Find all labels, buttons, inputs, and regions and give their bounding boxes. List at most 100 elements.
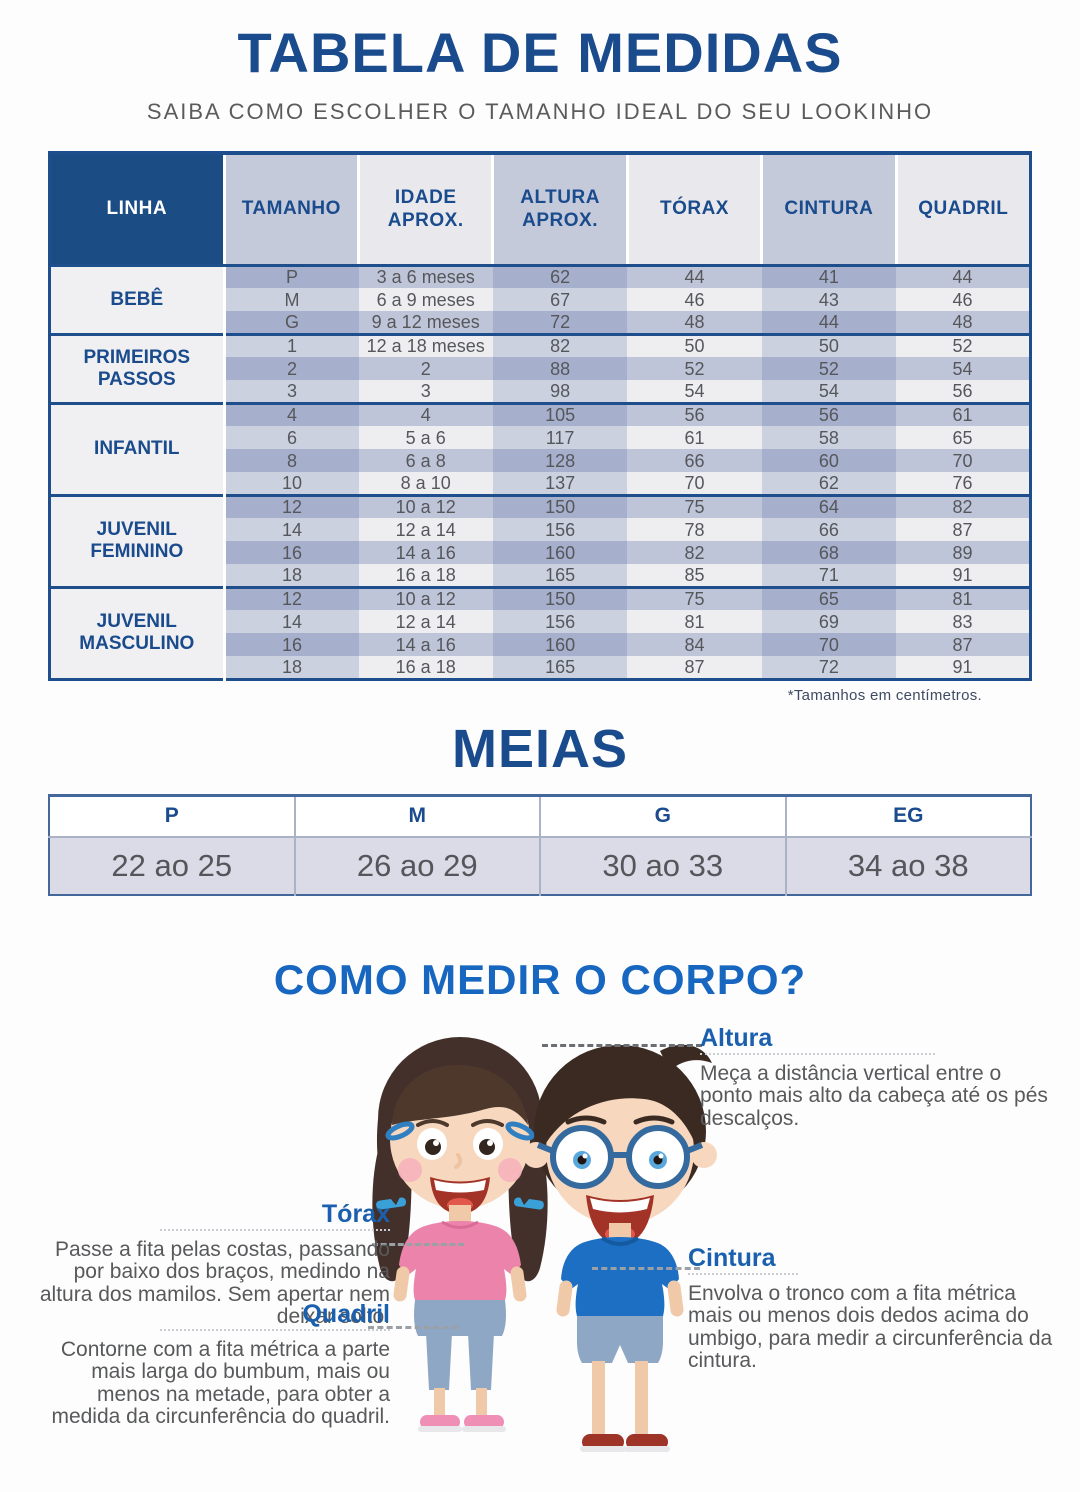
col-header-cintura: CINTURA xyxy=(760,153,897,267)
size-cell: 12 a 14 xyxy=(358,518,493,541)
girl-illustration xyxy=(372,1037,548,1432)
table-row: 16 14 a 16 160 84 70 87 xyxy=(50,633,1031,656)
table-row: 22 ao 25 26 ao 29 30 ao 33 34 ao 38 xyxy=(49,837,1031,895)
size-cell: 46 xyxy=(627,288,762,311)
size-cell: 52 xyxy=(761,357,897,380)
size-cell: 98 xyxy=(492,380,628,403)
size-cell: 66 xyxy=(761,518,897,541)
meias-table: P M G EG 22 ao 25 26 ao 29 30 ao 33 34 a… xyxy=(48,793,1032,896)
size-cell: 65 xyxy=(761,585,897,610)
size-cell: 14 xyxy=(224,610,359,633)
col-header-tamanho: TAMANHO xyxy=(222,153,359,267)
size-cell: 16 xyxy=(224,541,359,564)
size-table: LINHA TAMANHO IDADE APROX. ALTURA APROX.… xyxy=(48,151,1032,681)
measurement-figure: Altura Meça a distância vertical entre o… xyxy=(0,1008,1080,1492)
altura-label: Altura xyxy=(700,1024,773,1052)
quadril-dash-line xyxy=(368,1326,458,1329)
size-cell: 88 xyxy=(492,357,628,380)
size-cell: 70 xyxy=(761,633,897,656)
table-row: 8 6 a 8 128 66 60 70 xyxy=(50,449,1031,472)
size-cell: 14 a 16 xyxy=(358,633,493,656)
size-cell: 71 xyxy=(761,564,897,587)
size-cell: 6 xyxy=(224,426,359,449)
size-cell: 78 xyxy=(627,518,762,541)
torax-label: Tórax xyxy=(321,1200,390,1228)
meias-col-p: P xyxy=(49,795,295,838)
table-row: JUVENIL FEMININO 12 10 a 12 150 75 64 82 xyxy=(49,493,1031,587)
size-cell: 84 xyxy=(627,633,762,656)
size-cell: 83 xyxy=(896,610,1031,633)
meias-col-g: G xyxy=(539,795,786,838)
torax-label-underline xyxy=(160,1229,390,1231)
size-cell: 52 xyxy=(627,357,762,380)
meias-header: P M G EG xyxy=(49,795,1031,838)
table-row: 2 2 88 52 52 54 xyxy=(50,357,1031,380)
size-cell: 10 xyxy=(224,472,359,495)
page-subtitle: SAIBA COMO ESCOLHER O TAMANHO IDEAL DO S… xyxy=(146,99,934,124)
size-cell: 3 xyxy=(224,380,359,403)
size-cell: 44 xyxy=(627,265,762,288)
size-cell: 14 a 16 xyxy=(358,541,493,564)
size-cell: 156 xyxy=(492,610,628,633)
size-cell: 70 xyxy=(627,472,762,495)
size-cell: 12 a 18 meses xyxy=(358,332,493,357)
size-cell: 8 xyxy=(224,449,359,472)
cintura-label-underline xyxy=(688,1273,798,1275)
size-cell: 61 xyxy=(896,401,1031,426)
size-cell: 68 xyxy=(761,541,897,564)
size-cell: 61 xyxy=(627,426,762,449)
table-row: JUVENIL MASCULINO 12 10 a 12 150 75 65 8… xyxy=(49,585,1031,679)
table-row: 14 12 a 14 156 81 69 83 xyxy=(50,610,1031,633)
table-row: 16 14 a 16 160 82 68 89 xyxy=(50,541,1031,564)
size-cell: 6 a 9 meses xyxy=(358,288,493,311)
meias-value: 30 ao 33 xyxy=(539,837,786,895)
page-title: TABELA DE MEDIDAS xyxy=(237,21,843,84)
size-cell: 81 xyxy=(627,610,762,633)
col-header-quadril: QUADRIL xyxy=(894,153,1031,267)
size-cell: 56 xyxy=(627,401,762,426)
cintura-text: Envolva o tronco com a fita métrica mais… xyxy=(688,1282,1053,1373)
size-cell: 8 a 10 xyxy=(358,472,493,495)
size-cell: 165 xyxy=(492,564,628,587)
size-cell: 91 xyxy=(896,656,1031,679)
size-cell: 76 xyxy=(896,472,1031,495)
table-row: PRIMEIROS PASSOS 1 12 a 18 meses 82 50 5… xyxy=(49,332,1031,403)
size-cell: 52 xyxy=(896,332,1031,357)
boy-illustration xyxy=(523,1044,717,1452)
measure-quadril: Quadril Contorne com a fita métrica a pa… xyxy=(30,1300,390,1429)
size-cell: 46 xyxy=(896,288,1031,311)
size-table-header: LINHA TAMANHO IDADE APROX. ALTURA APROX.… xyxy=(49,153,1031,267)
size-table-wrapper: LINHA TAMANHO IDADE APROX. ALTURA APROX.… xyxy=(48,151,1032,704)
size-cell: 4 xyxy=(358,401,493,426)
size-cell: 44 xyxy=(761,311,897,334)
size-cell: 156 xyxy=(492,518,628,541)
meias-col-eg: EG xyxy=(784,795,1031,838)
size-cell: 82 xyxy=(492,332,628,357)
size-cell: 160 xyxy=(492,541,628,564)
group-primeiros-passos: PRIMEIROS PASSOS 1 12 a 18 meses 82 50 5… xyxy=(49,332,1031,403)
size-cell: 54 xyxy=(627,380,762,403)
table-row: 10 8 a 10 137 70 62 76 xyxy=(50,472,1031,495)
units-footnote: *Tamanhos em centímetros. xyxy=(787,686,982,704)
group-juvenil-masculino: JUVENIL MASCULINO 12 10 a 12 150 75 65 8… xyxy=(49,585,1031,679)
size-cell: 150 xyxy=(492,493,628,518)
size-cell: 16 xyxy=(224,633,359,656)
size-cell: 50 xyxy=(761,332,897,357)
table-row: 18 16 a 18 165 87 72 91 xyxy=(50,656,1031,679)
size-cell: 2 xyxy=(224,357,359,380)
table-row: G 9 a 12 meses 72 48 44 48 xyxy=(50,311,1031,334)
table-row: 6 5 a 6 117 61 58 65 xyxy=(50,426,1031,449)
table-row: 14 12 a 14 156 78 66 87 xyxy=(50,518,1031,541)
linha-cell: BEBÊ xyxy=(49,265,226,334)
size-cell: 85 xyxy=(627,564,762,587)
size-cell: 43 xyxy=(761,288,897,311)
altura-dash-line xyxy=(542,1044,702,1047)
size-cell: 10 a 12 xyxy=(358,585,493,610)
size-cell: 41 xyxy=(761,265,897,288)
size-cell: 137 xyxy=(492,472,628,495)
altura-text: Meça a distância vertical entre o ponto … xyxy=(700,1062,1048,1130)
size-cell: G xyxy=(224,311,359,334)
meias-heading: MEIAS xyxy=(451,718,629,779)
size-cell: 62 xyxy=(492,265,628,288)
size-cell: 6 a 8 xyxy=(358,449,493,472)
